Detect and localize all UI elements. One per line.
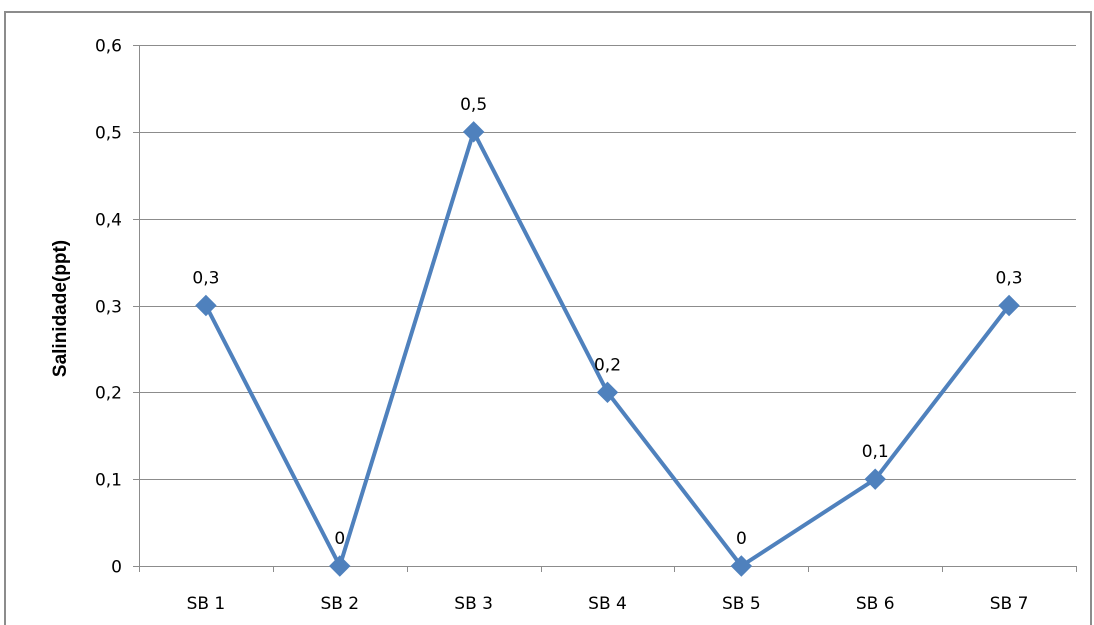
y-axis-title: Salinidade(ppt) [50, 240, 71, 377]
data-point-marker [864, 468, 886, 490]
y-tick-label: 0,2 [95, 384, 122, 404]
series-line [203, 129, 1012, 568]
data-point-marker [329, 555, 351, 577]
gridlines [139, 45, 1076, 480]
data-label: 0,1 [862, 442, 889, 462]
x-tick-label: SB 5 [722, 594, 761, 614]
x-tick-label: SB 2 [320, 594, 359, 614]
data-label: 0,3 [996, 269, 1023, 289]
data-point-marker [462, 121, 485, 143]
series [203, 129, 1012, 568]
x-tick-label: SB 3 [454, 594, 493, 614]
x-tick-labels: SB 1 SB 2 SB 3 SB 4 SB 5 SB 6 SB 7 [187, 594, 1029, 614]
data-label: 0,2 [594, 355, 621, 375]
y-tick-labels: 0 0,1 0,2 0,3 0,4 0,5 0,6 [95, 37, 122, 578]
markers [195, 121, 1020, 577]
x-tick-label: SB 4 [588, 594, 627, 614]
x-tick-label: SB 1 [187, 594, 226, 614]
chart-frame [4, 11, 1092, 625]
y-tick-label: 0,4 [95, 211, 122, 231]
data-point-marker [195, 294, 217, 317]
data-label: 0 [334, 529, 345, 549]
y-tick-label: 0,1 [95, 471, 122, 491]
y-tick-label: 0,6 [95, 37, 122, 57]
axes [133, 45, 1077, 572]
data-point-marker [998, 294, 1020, 317]
data-label: 0,3 [192, 269, 219, 289]
x-tick-label: SB 7 [990, 594, 1029, 614]
data-point-marker [596, 381, 619, 404]
data-point-marker [730, 555, 753, 577]
y-tick-label: 0,3 [95, 298, 122, 318]
data-label: 0,5 [460, 95, 487, 115]
y-tick-label: 0,5 [95, 124, 122, 144]
y-tick-label: 0 [111, 558, 122, 578]
data-label: 0 [736, 529, 747, 549]
data-labels: 0,3 0 0,5 0,2 0 0,1 0,3 [192, 95, 1022, 549]
x-tick-label: SB 6 [856, 594, 895, 614]
